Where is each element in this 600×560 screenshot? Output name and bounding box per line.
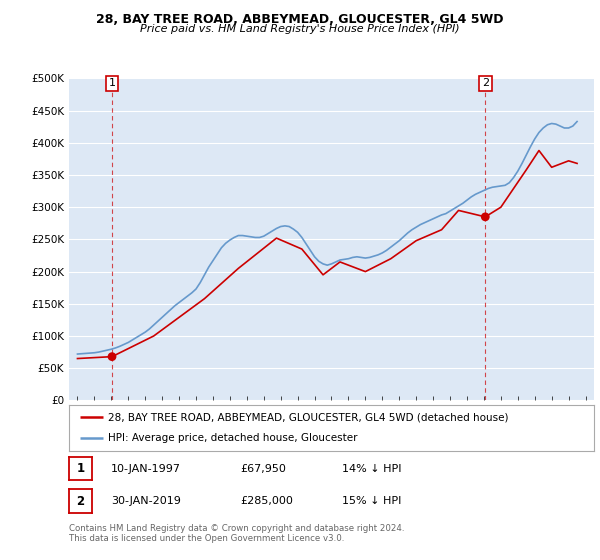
Text: Price paid vs. HM Land Registry's House Price Index (HPI): Price paid vs. HM Land Registry's House … — [140, 24, 460, 34]
Point — [107, 352, 117, 361]
Text: 2: 2 — [76, 494, 85, 508]
Text: 28, BAY TREE ROAD, ABBEYMEAD, GLOUCESTER, GL4 5WD (detached house): 28, BAY TREE ROAD, ABBEYMEAD, GLOUCESTER… — [109, 412, 509, 422]
Text: £67,950: £67,950 — [240, 464, 286, 474]
Text: 14% ↓ HPI: 14% ↓ HPI — [342, 464, 401, 474]
Text: 30-JAN-2019: 30-JAN-2019 — [111, 496, 181, 506]
Text: 1: 1 — [109, 78, 116, 88]
Text: 1: 1 — [76, 462, 85, 475]
Text: 28, BAY TREE ROAD, ABBEYMEAD, GLOUCESTER, GL4 5WD: 28, BAY TREE ROAD, ABBEYMEAD, GLOUCESTER… — [96, 13, 504, 26]
Text: Contains HM Land Registry data © Crown copyright and database right 2024.
This d: Contains HM Land Registry data © Crown c… — [69, 524, 404, 543]
Text: 2: 2 — [482, 78, 489, 88]
Point — [481, 212, 490, 221]
Text: 15% ↓ HPI: 15% ↓ HPI — [342, 496, 401, 506]
Text: £285,000: £285,000 — [240, 496, 293, 506]
Text: 10-JAN-1997: 10-JAN-1997 — [111, 464, 181, 474]
Text: HPI: Average price, detached house, Gloucester: HPI: Average price, detached house, Glou… — [109, 433, 358, 444]
